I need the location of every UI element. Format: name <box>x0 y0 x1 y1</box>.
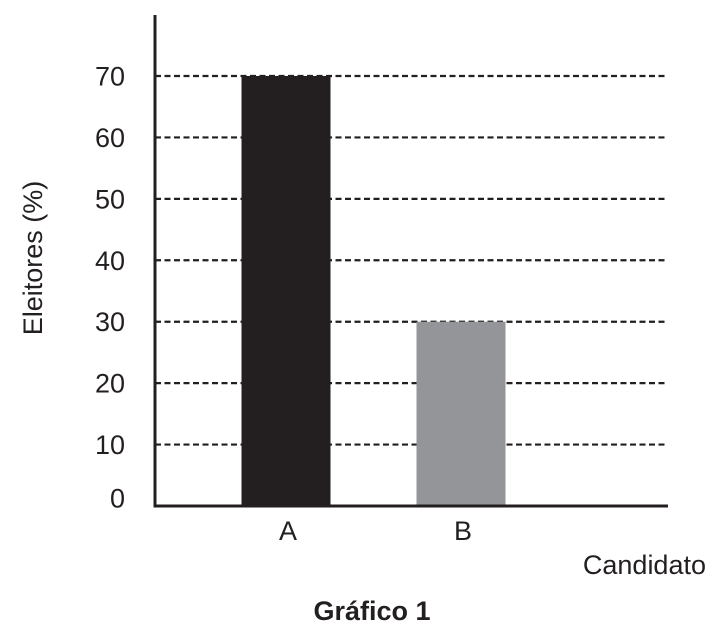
y-tick-label-60: 60 <box>95 123 125 153</box>
y-tick-label-20: 20 <box>95 369 125 399</box>
x-axis-label: Candidato <box>583 550 706 580</box>
bars <box>241 76 506 506</box>
y-tick-label-0: 0 <box>110 484 125 514</box>
chart-caption: Gráfico 1 <box>313 596 430 626</box>
y-tick-label-70: 70 <box>95 62 125 92</box>
y-tick-label-40: 40 <box>95 246 125 276</box>
y-axis-label: Eleitores (%) <box>18 181 48 336</box>
x-tick-label-a: A <box>279 516 297 546</box>
y-tick-label-30: 30 <box>95 307 125 337</box>
axes <box>153 15 668 508</box>
x-tick-label-b: B <box>454 516 472 546</box>
y-tick-label-50: 50 <box>95 184 125 214</box>
gridlines <box>155 74 668 446</box>
bar-a <box>241 76 331 506</box>
y-tick-labels: 0 10 20 30 40 50 60 70 <box>95 62 125 514</box>
y-tick-label-10: 10 <box>95 430 125 460</box>
bar-b <box>416 321 506 506</box>
